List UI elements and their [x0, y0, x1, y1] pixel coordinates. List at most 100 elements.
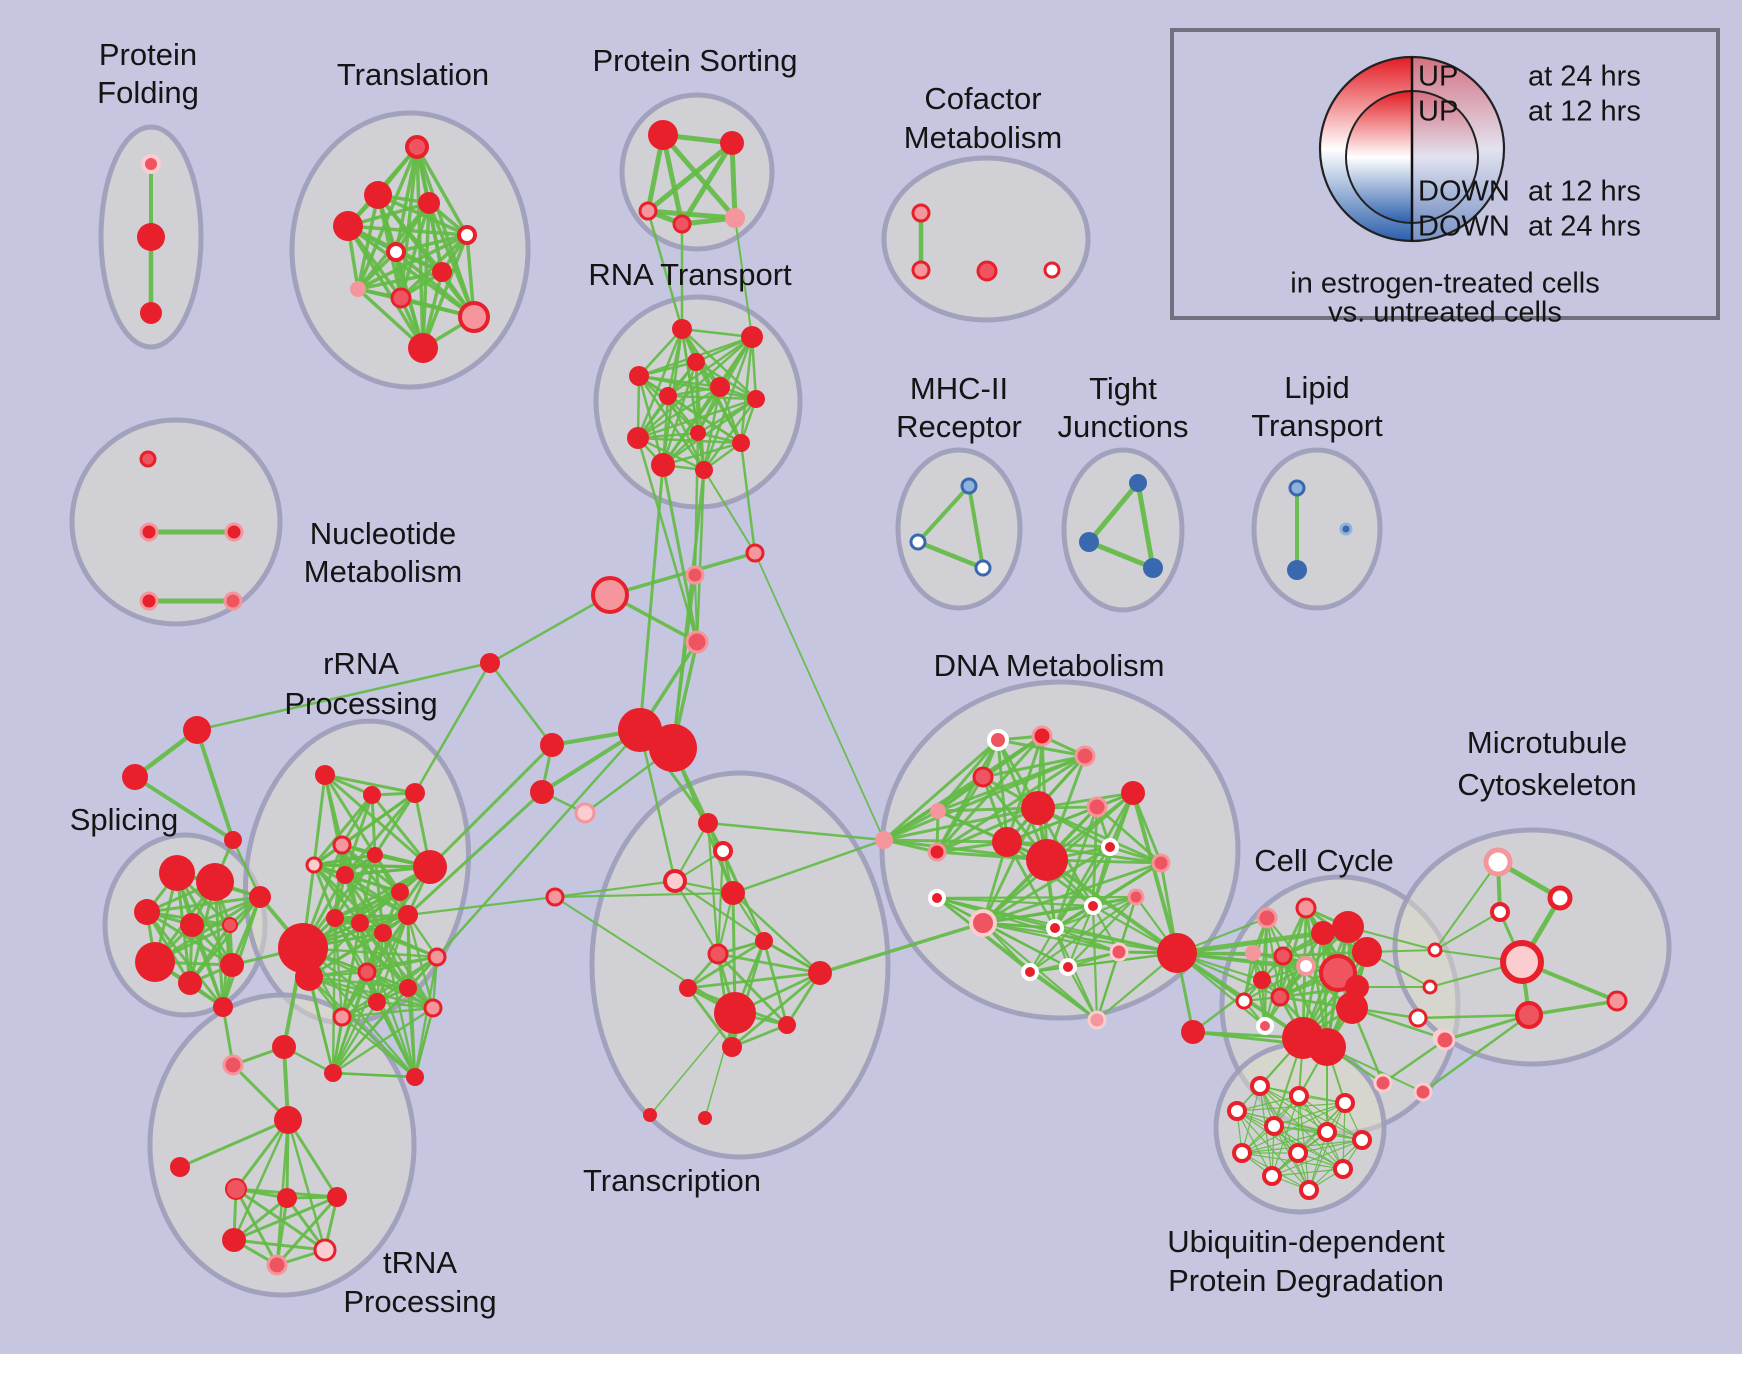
legend-direction-label: UP	[1418, 96, 1458, 128]
network-edge	[1241, 1085, 1261, 1154]
network-edge	[221, 895, 262, 1009]
network-edge	[638, 463, 665, 732]
network-node-cc18	[1422, 979, 1438, 995]
network-edge	[394, 233, 469, 254]
network-node-mt0	[1483, 847, 1513, 877]
network-node-r4	[659, 387, 677, 405]
network-edge	[703, 469, 756, 554]
network-node-rr19	[332, 1007, 352, 1027]
network-node-mt6	[1606, 990, 1628, 1012]
network-node-tn4	[225, 1178, 247, 1200]
network-edge	[1135, 480, 1156, 571]
network-node-t9	[458, 301, 490, 333]
network-edge	[381, 931, 435, 1010]
network-edge	[178, 1118, 290, 1169]
network-edge	[488, 661, 554, 747]
network-node-u8	[1288, 1143, 1308, 1163]
legend-time-label: at 12 hrs	[1528, 176, 1641, 208]
network-edge	[381, 931, 417, 1079]
cluster-label-rrna-processing: Processing	[284, 686, 437, 721]
network-edge	[331, 916, 337, 1075]
network-edge	[702, 335, 754, 472]
network-node-u4	[1264, 1116, 1284, 1136]
network-edge	[1005, 734, 1044, 844]
network-edge	[331, 1006, 435, 1075]
network-edge	[1236, 1110, 1344, 1170]
network-edge	[234, 1187, 279, 1267]
network-edge	[981, 754, 1087, 779]
network-edge	[693, 431, 700, 577]
network-edge	[333, 916, 344, 1019]
network-node-u2	[1335, 1093, 1355, 1113]
network-node-n3	[139, 591, 159, 611]
legend-caption: vs. untreated cells	[1328, 297, 1562, 329]
network-edge	[554, 896, 736, 1014]
network-node-d12	[1101, 838, 1119, 856]
network-edge	[637, 327, 684, 378]
network-edge	[646, 209, 684, 331]
network-edge	[637, 374, 706, 472]
network-edge	[818, 921, 985, 975]
network-edge	[695, 468, 706, 644]
network-edge	[145, 895, 262, 914]
network-node-x1	[122, 764, 148, 790]
network-node-tn2	[274, 1106, 302, 1134]
network-edge	[356, 233, 469, 291]
network-node-cc3	[1273, 946, 1293, 966]
cluster-label-splicing: Splicing	[70, 802, 179, 837]
network-node-u5	[1317, 1122, 1337, 1142]
network-edge	[331, 1000, 379, 1075]
network-edge	[145, 910, 225, 1009]
network-node-r2	[687, 353, 705, 371]
network-edge	[1053, 926, 1099, 1022]
network-edge	[1086, 480, 1141, 545]
network-node-u10	[1262, 1166, 1282, 1186]
cluster-label-protein-folding: Protein	[99, 37, 197, 72]
network-node-d6	[927, 842, 947, 862]
network-node-rr5	[336, 866, 354, 884]
network-edge	[981, 921, 1121, 954]
network-edge	[1527, 999, 1619, 1017]
network-edge	[195, 661, 492, 732]
network-edge	[1271, 1139, 1363, 1177]
network-node-n0	[139, 450, 157, 468]
network-node-tn9	[266, 1254, 288, 1276]
network-edge	[358, 921, 417, 1079]
network-edge	[356, 270, 444, 291]
network-node-cc19	[1408, 1008, 1428, 1028]
network-node-cc8	[1296, 956, 1316, 976]
network-node-tn5	[277, 1188, 297, 1208]
network-edge	[1191, 978, 1264, 1034]
cluster-label-tight-junctions: Tight	[1089, 371, 1157, 406]
cluster-ellipse-transcription	[589, 770, 891, 1160]
cluster-label-trna-processing: tRNA	[383, 1245, 457, 1280]
network-node-t5	[386, 242, 406, 262]
network-edge	[415, 145, 469, 237]
network-node-rr10	[351, 914, 369, 932]
network-edge	[882, 738, 1000, 842]
network-node-t6	[432, 262, 452, 282]
cluster-label-nucleotide-metabolism: Nucleotide	[310, 516, 456, 551]
network-edge	[1251, 951, 1267, 1028]
network-node-tn3	[170, 1157, 190, 1177]
network-edge	[373, 791, 417, 857]
network-node-sp3	[180, 913, 204, 937]
network-node-tx5	[707, 943, 729, 965]
network-edge	[1443, 1013, 1531, 1042]
network-edge	[1259, 1085, 1344, 1170]
cluster-label-translation: Translation	[337, 57, 489, 92]
network-node-cc10	[1332, 911, 1364, 943]
network-edge	[153, 895, 262, 964]
network-edge	[370, 793, 377, 857]
network-edge	[1271, 1102, 1346, 1177]
network-edge	[195, 728, 235, 842]
network-edge	[730, 971, 822, 1049]
network-edge	[312, 773, 327, 867]
network-node-r0	[672, 319, 692, 339]
network-node-rr8	[413, 850, 447, 884]
network-node-s3	[672, 214, 692, 234]
network-node-d8	[1026, 839, 1068, 881]
network-edge	[1053, 926, 1179, 955]
network-node-g2	[685, 630, 709, 654]
legend: UP at 24 hrs UP at 12 hrs DOWN at 12 hrs DOWN a…	[1170, 28, 1720, 329]
